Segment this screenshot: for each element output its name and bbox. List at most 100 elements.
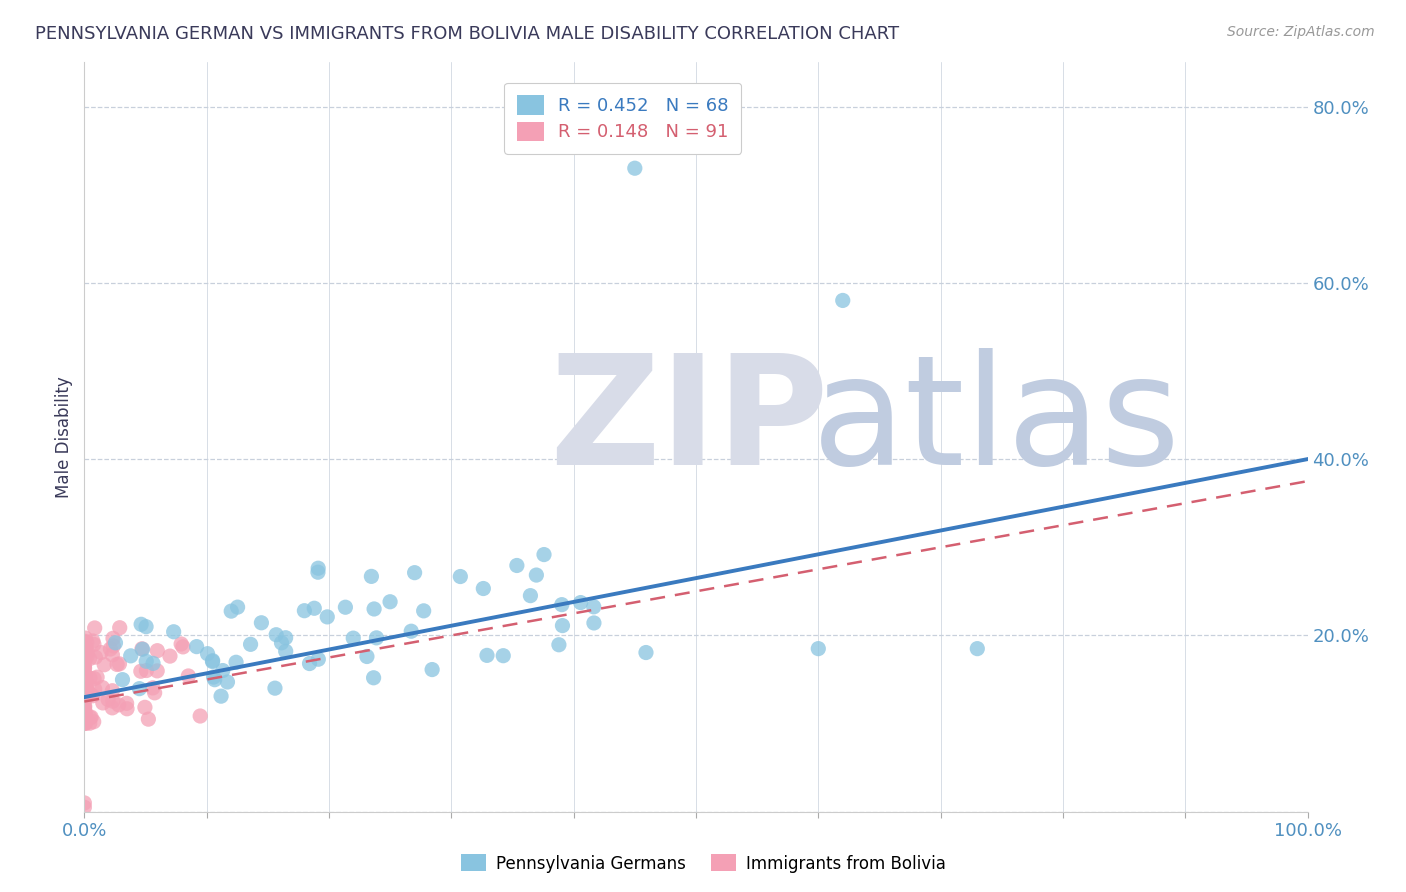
Point: [163, 624, 186, 639]
Point: [73, 702, 96, 716]
Point: [79, 688, 101, 702]
Text: atlas: atlas: [813, 348, 1181, 497]
Point: [84, 650, 107, 665]
Point: [342, 631, 364, 645]
Point: [219, 604, 242, 618]
Point: [569, 596, 592, 610]
Point: [83, 682, 105, 697]
Point: [634, 646, 657, 660]
Point: [73, 685, 96, 699]
Point: [519, 589, 541, 603]
Point: [73, 648, 96, 662]
Text: Source: ZipAtlas.com: Source: ZipAtlas.com: [1227, 25, 1375, 39]
Point: [97, 692, 120, 706]
Point: [75, 640, 97, 655]
Point: [73, 715, 96, 730]
Point: [73, 660, 96, 674]
Text: ZIP: ZIP: [550, 348, 828, 497]
Legend: Pennsylvania Germans, Immigrants from Bolivia: Pennsylvania Germans, Immigrants from Bo…: [454, 847, 952, 880]
Point: [83, 637, 105, 651]
Point: [115, 702, 138, 716]
Point: [335, 600, 357, 615]
Point: [135, 654, 157, 668]
Point: [307, 565, 329, 579]
Point: [73, 661, 96, 675]
Point: [399, 624, 422, 639]
Point: [75, 686, 97, 700]
Point: [76, 645, 98, 659]
Point: [831, 293, 853, 308]
Point: [307, 561, 329, 575]
Point: [316, 610, 339, 624]
Point: [138, 712, 160, 726]
Point: [73, 685, 96, 699]
Point: [93, 657, 115, 672]
Point: [170, 637, 193, 651]
Point: [264, 628, 287, 642]
Point: [80, 710, 103, 724]
Point: [134, 700, 156, 714]
Legend: R = 0.452   N = 68, R = 0.148   N = 91: R = 0.452 N = 68, R = 0.148 N = 91: [503, 83, 741, 154]
Point: [159, 649, 181, 664]
Point: [75, 673, 97, 688]
Point: [142, 681, 165, 695]
Point: [73, 796, 96, 810]
Y-axis label: Male Disability: Male Disability: [55, 376, 73, 498]
Point: [73, 714, 96, 728]
Point: [101, 694, 124, 708]
Point: [101, 683, 124, 698]
Point: [217, 675, 239, 690]
Point: [551, 598, 574, 612]
Point: [75, 667, 97, 681]
Point: [73, 646, 96, 660]
Point: [201, 654, 224, 668]
Point: [356, 649, 378, 664]
Point: [79, 711, 101, 725]
Point: [73, 800, 96, 814]
Point: [548, 638, 571, 652]
Point: [360, 569, 382, 583]
Point: [524, 568, 547, 582]
Point: [73, 716, 96, 731]
Point: [131, 641, 153, 656]
Point: [363, 671, 385, 685]
Point: [475, 648, 498, 663]
Point: [420, 663, 443, 677]
Point: [83, 714, 105, 729]
Point: [73, 715, 96, 730]
Point: [90, 646, 112, 660]
Point: [239, 637, 262, 651]
Point: [79, 716, 101, 731]
Point: [146, 664, 169, 678]
Point: [100, 642, 122, 657]
Point: [304, 601, 326, 615]
Point: [108, 621, 131, 635]
Text: PENNSYLVANIA GERMAN VS IMMIGRANTS FROM BOLIVIA MALE DISABILITY CORRELATION CHART: PENNSYLVANIA GERMAN VS IMMIGRANTS FROM B…: [35, 25, 900, 43]
Point: [75, 681, 97, 696]
Point: [101, 648, 124, 662]
Point: [129, 665, 152, 679]
Point: [404, 566, 426, 580]
Point: [533, 548, 555, 562]
Point: [82, 689, 104, 703]
Point: [76, 635, 98, 649]
Point: [307, 652, 329, 666]
Point: [73, 710, 96, 724]
Point: [129, 617, 152, 632]
Point: [86, 670, 108, 684]
Point: [73, 692, 96, 706]
Point: [378, 595, 401, 609]
Point: [211, 664, 233, 678]
Point: [201, 655, 224, 669]
Point: [143, 686, 166, 700]
Point: [472, 582, 495, 596]
Point: [83, 621, 105, 635]
Point: [75, 716, 97, 731]
Point: [79, 651, 101, 665]
Point: [188, 709, 211, 723]
Point: [177, 669, 200, 683]
Point: [82, 634, 104, 648]
Point: [250, 615, 273, 630]
Point: [101, 632, 124, 646]
Point: [91, 696, 114, 710]
